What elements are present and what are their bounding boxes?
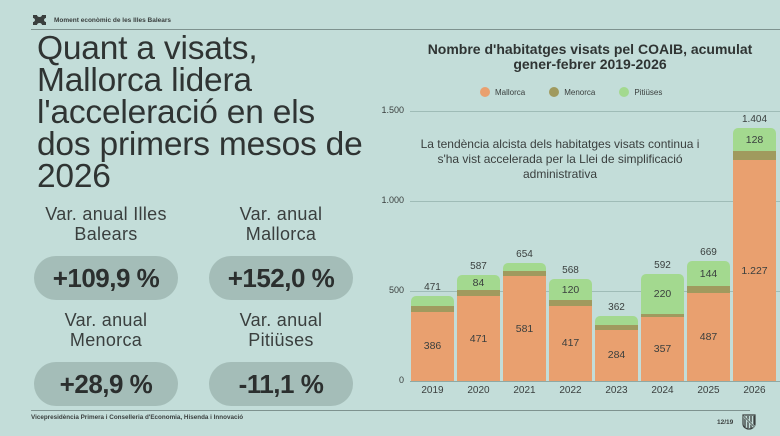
legend-dot-icon (549, 87, 560, 97)
segment-pitiuses: 128 (733, 128, 776, 152)
x-axis-tick-label: 2019 (421, 385, 444, 396)
x-axis-tick-label: 2026 (743, 385, 766, 396)
y-axis-tick-label: 1.500 (381, 105, 404, 115)
y-axis-tick-label: 0 (398, 375, 404, 385)
kpi-pitiuses: Var. anual Pitiüses -11,1 % (208, 310, 354, 406)
kpi-mallorca: Var. anual Mallorca +152,0 % (208, 204, 354, 300)
gridline (410, 381, 780, 382)
segment-pitiuses: 144 (687, 260, 730, 287)
legend-label: Pitiüses (634, 87, 663, 97)
bar-total-label: 1.404 (741, 114, 768, 126)
segment-mallorca: 417 (549, 305, 592, 381)
segment-mallorca: 581 (503, 276, 546, 381)
segment-mallorca: 357 (641, 316, 684, 381)
chart-title: Nombre d'habitatges visats pel COAIB, ac… (427, 41, 753, 72)
bar-2021: 581 (503, 263, 546, 381)
section-title: Moment econòmic de les Illes Balears (54, 16, 172, 24)
bar-total-label: 568 (562, 264, 579, 276)
x-axis-tick-label: 2023 (605, 385, 628, 396)
segment-mallorca: 487 (687, 293, 730, 381)
kpi-label: Var. anual Menorca (64, 310, 148, 350)
kpi-illes-balears: Var. anual Illes Balears +109,9 % (33, 204, 179, 300)
segment-mallorca: 1.227 (733, 160, 776, 381)
segment-pitiuses: 84 (457, 275, 500, 291)
top-bar: Moment econòmic de les Illes Balears (31, 14, 171, 26)
page-number: 12/19 (717, 419, 734, 426)
x-axis-tick-label: 2021 (513, 385, 536, 396)
segment-pitiuses: 120 (549, 278, 592, 301)
kpi-label: Var. anual Mallorca (239, 204, 323, 244)
bottom-divider (31, 410, 750, 411)
gridline (410, 201, 780, 202)
bar-2019: 386 (411, 296, 454, 381)
shield-emblem-icon (742, 414, 756, 430)
segment-mallorca: 386 (411, 311, 454, 381)
top-divider (31, 29, 780, 30)
y-axis-tick-label: 500 (388, 285, 404, 295)
bar-total-label: 362 (608, 301, 625, 313)
legend-item-menorca: Menorca (549, 87, 595, 97)
bar-total-label: 592 (654, 260, 671, 272)
bar-total-label: 654 (516, 249, 533, 261)
puzzle-piece-icon (31, 14, 48, 26)
bar-2026: 128 1.227 (733, 128, 776, 381)
segment-menorca (457, 290, 500, 297)
legend-dot-icon (480, 87, 490, 97)
legend-item-pitiuses: Pitiüses (619, 87, 662, 97)
segment-pitiuses (411, 296, 454, 307)
page-title: Quant a visats, Mallorca lidera l'accele… (37, 30, 363, 195)
segment-menorca (549, 300, 592, 306)
y-axis-tick-label: 1.000 (381, 195, 404, 205)
segment-pitiuses (595, 315, 638, 325)
bar-2020: 84 471 (457, 275, 500, 381)
chart-legend: Mallorca Menorca Pitiüses (480, 87, 662, 97)
kpi-label: Var. anual Illes Balears (45, 204, 167, 244)
kpi-value: +28,9 % (34, 362, 178, 406)
gridline (410, 291, 780, 292)
bar-total-label: 471 (424, 282, 441, 294)
segment-menorca (733, 151, 776, 161)
bar-2022: 120 417 (549, 278, 592, 381)
x-axis-tick-label: 2025 (697, 385, 720, 396)
x-axis-tick-label: 2024 (651, 385, 674, 396)
legend-label: Menorca (564, 87, 596, 97)
chart-annotation: La tendència alcista dels habitatges vis… (420, 137, 700, 181)
legend-dot-icon (619, 87, 630, 97)
segment-menorca (687, 286, 730, 294)
kpi-value: -11,1 % (209, 362, 353, 406)
chart-plot-area: 0 500 1.000 1.500 386 471 2019 84 471 587 2020 581 6… (370, 100, 780, 400)
legend-label: Mallorca (495, 87, 526, 97)
x-axis-tick-label: 2022 (559, 385, 582, 396)
bar-2025: 144 487 (687, 260, 730, 381)
segment-pitiuses (503, 263, 546, 271)
segment-menorca (411, 306, 454, 312)
segment-mallorca: 284 (595, 329, 638, 381)
legend-item-mallorca: Mallorca (480, 87, 525, 97)
bar-total-label: 587 (470, 261, 487, 273)
kpi-value: +152,0 % (209, 256, 353, 300)
x-axis-tick-label: 2020 (467, 385, 490, 396)
gridline (410, 111, 780, 112)
footer-department: Vicepresidència Primera i Conselleria d'… (31, 414, 244, 421)
segment-mallorca: 471 (457, 296, 500, 381)
kpi-menorca: Var. anual Menorca +28,9 % (33, 310, 179, 406)
kpi-value: +109,9 % (34, 256, 178, 300)
segment-pitiuses: 220 (641, 274, 684, 315)
segment-menorca (503, 271, 546, 277)
segment-menorca (595, 325, 638, 330)
bar-2023: 284 (595, 315, 638, 381)
segment-menorca (641, 314, 684, 317)
bar-total-label: 669 (700, 246, 717, 258)
bar-2024: 220 357 (641, 274, 684, 381)
kpi-label: Var. anual Pitiüses (239, 310, 323, 350)
